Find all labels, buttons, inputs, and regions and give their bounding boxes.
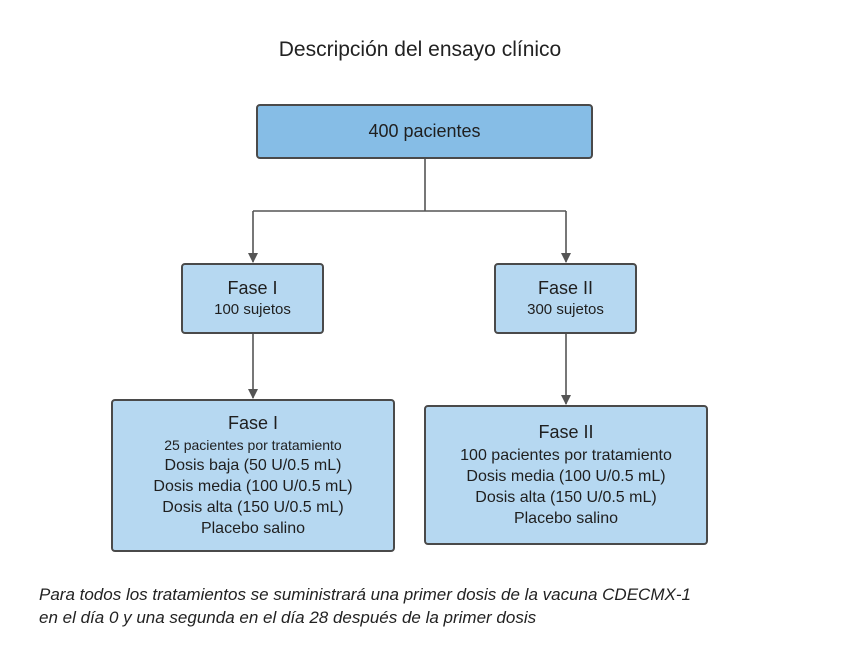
phase1-title: Fase I — [227, 277, 278, 298]
footnote: Para todos los tratamientos se suministr… — [39, 583, 829, 629]
phase1-subtitle: 100 sujetos — [214, 300, 291, 318]
detail1-line: 25 pacientes por tratamiento — [164, 437, 342, 453]
detail2-line: Placebo salino — [513, 510, 619, 527]
detail1-line: Dosis alta (150 U/0.5 mL) — [162, 499, 344, 516]
detail1-line: Dosis media (100 U/0.5 mL) — [153, 478, 353, 495]
detail1-line: Dosis baja (50 U/0.5 mL) — [164, 457, 342, 474]
phase2-title: Fase II — [537, 277, 594, 298]
footnote-line: en el día 0 y una segunda en el día 28 d… — [39, 608, 537, 627]
footnote-line: Para todos los tratamientos se suministr… — [39, 585, 691, 604]
detail2-line: Dosis alta (150 U/0.5 mL) — [475, 489, 657, 506]
detail2-line: Dosis media (100 U/0.5 mL) — [466, 468, 666, 485]
phase2-subtitle: 300 sujetos — [527, 300, 604, 318]
detail1-title: Fase I — [227, 413, 279, 433]
phase2-node: Fase II 300 sujetos — [494, 263, 637, 334]
detail2-line: 100 pacientes por tratamiento — [460, 447, 672, 464]
phase1-detail-node: Fase I 25 pacientes por tratamiento Dosi… — [111, 399, 395, 552]
diagram-title: Descripción del ensayo clínico — [278, 38, 562, 61]
detail1-line: Placebo salino — [200, 520, 306, 537]
detail2-title: Fase II — [538, 422, 594, 442]
phase1-node: Fase I 100 sujetos — [181, 263, 324, 334]
phase2-detail-node: Fase II 100 pacientes por tratamiento Do… — [424, 405, 708, 545]
root-label: 400 pacientes — [368, 121, 481, 141]
root-node: 400 pacientes — [256, 104, 593, 159]
